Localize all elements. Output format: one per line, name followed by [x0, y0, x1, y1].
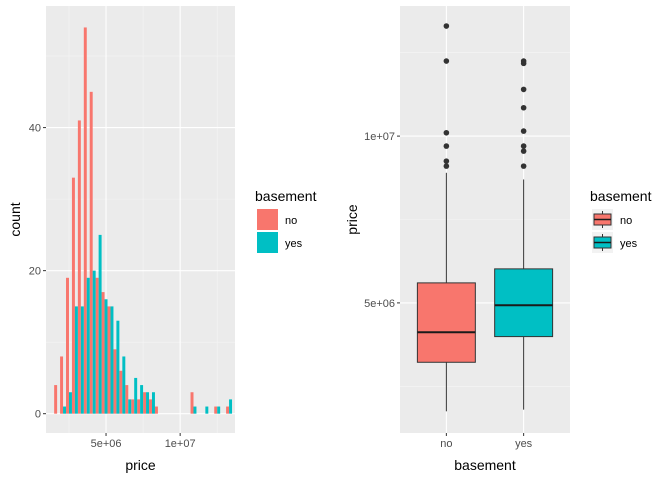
histogram-bar-no: [66, 277, 69, 414]
histogram-bar-no: [154, 406, 158, 414]
histogram-bar-no: [149, 399, 152, 414]
histogram-bar-no: [107, 306, 111, 414]
histogram-bar-yes: [116, 320, 120, 414]
legend-title: basement: [590, 188, 652, 204]
y-axis-title: price: [344, 204, 360, 235]
box-yes: [494, 58, 554, 410]
histogram-bar-no: [60, 356, 64, 414]
outlier-point: [443, 58, 450, 64]
outlier-point: [520, 58, 527, 64]
histogram-bar-yes: [193, 406, 197, 414]
histogram-bar-no: [95, 277, 99, 414]
outlier-point: [520, 128, 527, 134]
histogram-bar-yes: [74, 306, 78, 414]
histogram-bar-yes: [68, 392, 72, 414]
histogram-bar-no: [125, 385, 129, 414]
interquartile-box: [416, 282, 476, 363]
histogram-bar-no: [89, 91, 93, 414]
histogram-bar-yes: [205, 406, 209, 414]
outlier-point: [443, 143, 450, 149]
legend-key-no: [257, 209, 278, 230]
histogram-bar-no: [190, 392, 194, 414]
y-tick-label: 1e+07: [364, 131, 395, 143]
legend: basement no yes: [590, 188, 652, 253]
outlier-point: [443, 163, 450, 169]
x-tick-label: 1e+07: [165, 438, 196, 450]
y-tick-label: 20: [29, 266, 41, 278]
histogram-bar-no: [214, 406, 218, 414]
y-tick-label: 0: [35, 409, 41, 421]
histogram-bar-yes: [104, 299, 108, 414]
histogram-bar-no: [71, 177, 75, 414]
histogram-panel: 0 20 40 5e+06 1e+07 price count basement no yes: [7, 6, 317, 473]
histogram-bar-yes: [128, 399, 132, 414]
y-tick-label: 40: [29, 123, 41, 135]
histogram-bar-yes: [63, 406, 67, 414]
legend-label: yes: [620, 238, 638, 250]
box-no: [416, 23, 476, 412]
histogram-bar-no: [143, 392, 147, 414]
histogram-bar-no: [77, 120, 81, 414]
histogram-bar-yes: [140, 385, 144, 414]
histogram-bar-no: [131, 399, 135, 414]
outlier-point: [520, 86, 527, 93]
legend: basement no yes: [255, 188, 317, 253]
x-axis-title: basement: [454, 457, 516, 473]
histogram-bar-no: [226, 406, 230, 414]
histogram-bar-yes: [86, 277, 90, 414]
outlier-point: [520, 163, 527, 169]
y-tick-label: 5e+06: [364, 298, 395, 310]
legend-key-yes: [257, 232, 278, 253]
histogram-bar-no: [101, 292, 105, 414]
outlier-point: [520, 148, 527, 154]
y-axis-title: count: [7, 202, 23, 236]
histogram-bar-no: [137, 399, 141, 414]
histogram-bar-yes: [98, 234, 102, 414]
outlier-point: [443, 158, 450, 164]
outlier-point: [520, 104, 527, 111]
legend-label: no: [620, 215, 632, 227]
histogram-bar-no: [119, 370, 123, 414]
x-axis-title: price: [125, 457, 156, 473]
interquartile-box: [494, 268, 554, 338]
outlier-point: [443, 23, 450, 29]
x-tick-label: yes: [515, 438, 533, 450]
x-tick-label: no: [440, 438, 452, 450]
histogram-bar-yes: [217, 406, 221, 414]
outlier-point: [443, 129, 450, 136]
histogram-bar-yes: [134, 377, 138, 414]
legend-label: no: [285, 215, 297, 227]
histogram-bar-yes: [80, 306, 84, 414]
histogram-bar-no: [54, 385, 58, 414]
legend-title: basement: [255, 188, 317, 204]
histogram-bar-yes: [146, 392, 150, 414]
outlier-point: [520, 143, 527, 149]
histogram-bar-yes: [229, 399, 233, 414]
histogram-bar-yes: [122, 356, 126, 414]
histogram-bar-yes: [151, 392, 155, 414]
x-tick-label: 5e+06: [91, 438, 122, 450]
histogram-bar-no: [113, 349, 117, 414]
histogram-bar-yes: [110, 306, 114, 414]
histogram-bar-yes: [92, 270, 96, 414]
histogram-bar-no: [83, 27, 87, 414]
legend-label: yes: [285, 238, 303, 250]
